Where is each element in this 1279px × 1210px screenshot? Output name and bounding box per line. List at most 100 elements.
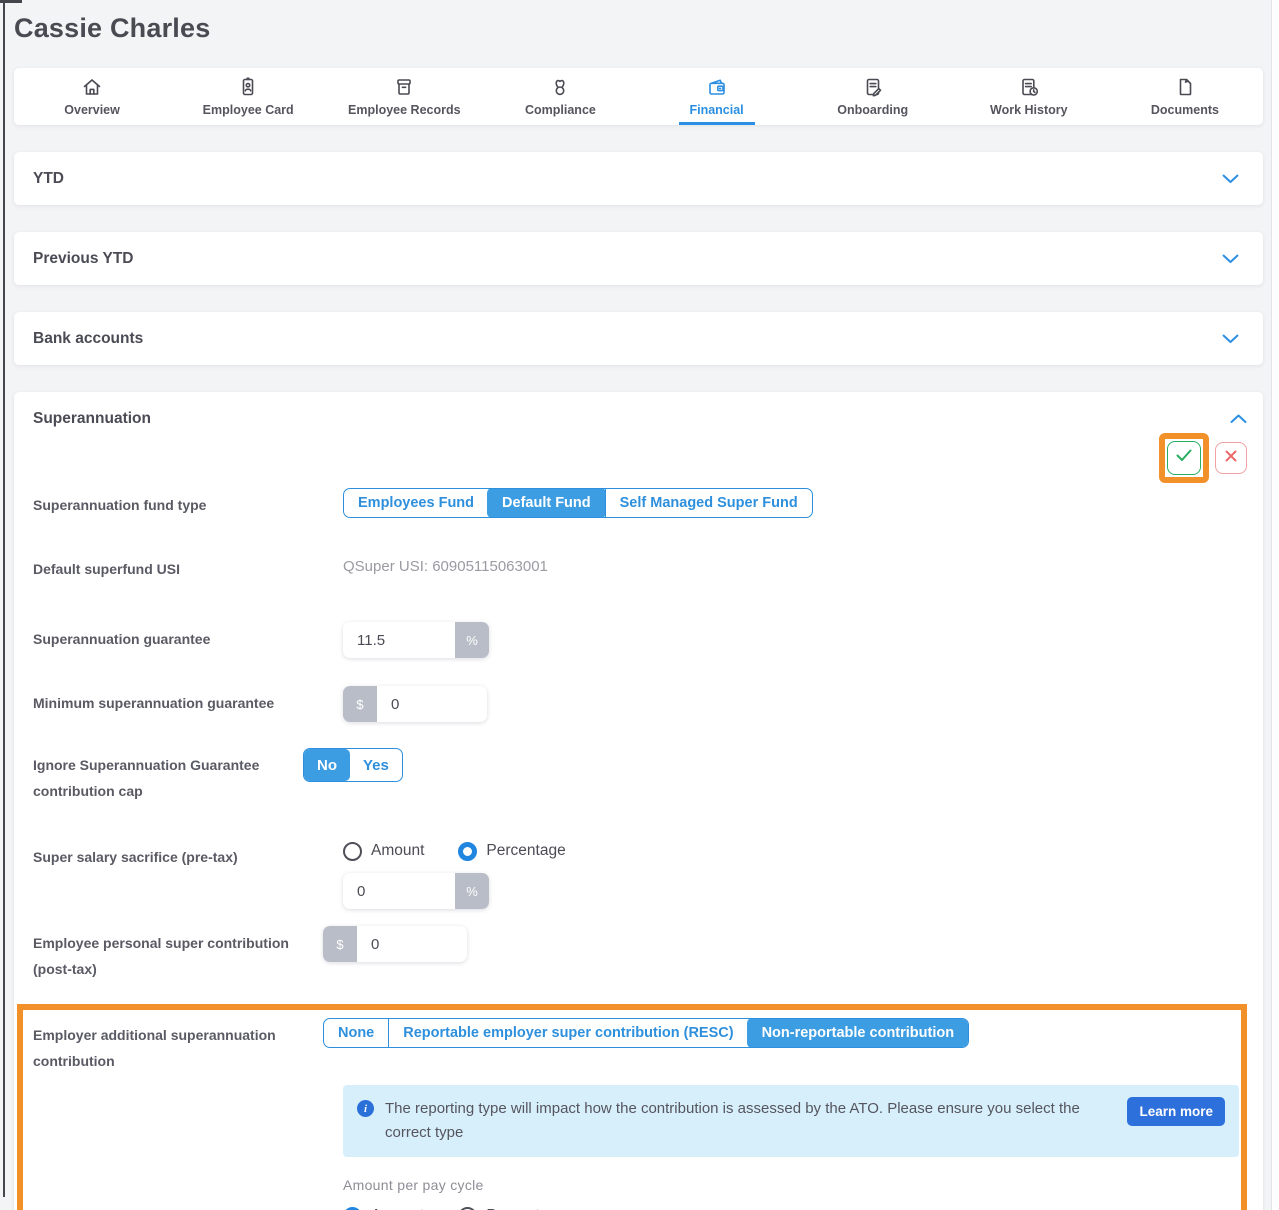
chevron-up-icon — [1230, 414, 1247, 424]
screenshot-edge-line — [3, 0, 5, 1197]
home-icon — [81, 76, 103, 98]
section-title: Superannuation — [33, 410, 151, 427]
option-none[interactable]: None — [338, 1025, 375, 1041]
id-card-icon — [237, 76, 259, 98]
radio-amount[interactable]: Amount — [343, 841, 425, 861]
info-icon: i — [357, 1100, 374, 1117]
tab-bar: Overview Employee Card Employee Records — [14, 68, 1263, 125]
check-icon — [1176, 449, 1192, 467]
section-ytd[interactable]: YTD — [14, 152, 1263, 205]
option-resc[interactable]: Reportable employer super contribution (… — [388, 1019, 747, 1047]
x-icon — [1225, 449, 1237, 467]
amount-per-pay-cycle-label: Amount per pay cycle — [343, 1177, 484, 1193]
info-banner: i The reporting type will impact how the… — [343, 1085, 1239, 1157]
field-super-guarantee: Superannuation guarantee % — [33, 622, 1247, 658]
tab-label: Employee Card — [202, 103, 294, 117]
min-guarantee-input[interactable] — [377, 686, 487, 722]
field-label: Employee personal super contribution (po… — [33, 935, 289, 977]
field-personal-contribution: Employee personal super contribution (po… — [33, 926, 1247, 982]
radio-circle-icon — [458, 1206, 478, 1210]
wallet-icon — [706, 76, 728, 98]
radio-label: Percentage — [486, 842, 566, 859]
tab-financial[interactable]: Financial — [639, 68, 795, 125]
annotation-highlight-box: Employer additional superannuation contr… — [17, 1004, 1247, 1210]
active-tab-underline — [678, 122, 755, 125]
field-fund-type: Superannuation fund type Employees Fund … — [33, 488, 1247, 518]
radio-percentage[interactable]: Percentage — [458, 841, 566, 861]
field-label: Superannuation guarantee — [33, 631, 211, 647]
section-superannuation: Superannuation Superannuation fund — [14, 392, 1263, 1210]
archive-box-icon — [393, 76, 415, 98]
superfund-usi-value: QSuper USI: 60905115063001 — [343, 558, 548, 575]
tab-documents[interactable]: Documents — [1107, 68, 1263, 125]
field-label: Ignore Superannuation Guarantee contribu… — [33, 757, 260, 799]
scrollbar-track[interactable] — [1271, 0, 1279, 1210]
field-label: Super salary sacrifice (pre-tax) — [33, 849, 238, 865]
superannuation-header[interactable]: Superannuation — [33, 407, 1247, 431]
percent-suffix: % — [455, 622, 489, 658]
tab-employee-card[interactable]: Employee Card — [170, 68, 326, 125]
radio-label: Amount — [371, 842, 425, 859]
learn-more-button[interactable]: Learn more — [1127, 1097, 1225, 1126]
toggle-no[interactable]: No — [304, 749, 350, 781]
radio-percentage[interactable]: Percentage — [458, 1206, 566, 1210]
field-employer-additional: Employer additional superannuation contr… — [33, 1018, 1239, 1074]
salary-sacrifice-input[interactable] — [343, 873, 455, 909]
page-title: Cassie Charles — [14, 13, 211, 43]
section-title: Bank accounts — [33, 329, 144, 347]
option-default-fund[interactable]: Default Fund — [487, 489, 606, 517]
guarantee-input[interactable] — [343, 622, 455, 658]
option-self-managed-super-fund[interactable]: Self Managed Super Fund — [604, 489, 812, 517]
min-guarantee-input-group: $ — [343, 686, 487, 722]
cancel-button[interactable] — [1215, 442, 1247, 474]
radio-label: Amount — [371, 1207, 424, 1210]
percent-suffix: % — [455, 873, 489, 909]
section-previous-ytd[interactable]: Previous YTD — [14, 232, 1263, 285]
document-edit-icon — [862, 76, 884, 98]
chevron-down-icon — [1222, 174, 1239, 184]
tab-label: Onboarding — [837, 103, 909, 117]
tab-label: Documents — [1150, 103, 1219, 117]
file-icon — [1174, 76, 1196, 98]
option-non-reportable[interactable]: Non-reportable contribution — [746, 1019, 969, 1047]
dollar-prefix: $ — [343, 686, 377, 722]
field-min-guarantee: Minimum superannuation guarantee $ — [33, 686, 1247, 722]
guarantee-input-group: % — [343, 622, 489, 658]
tab-employee-records[interactable]: Employee Records — [326, 68, 482, 125]
medal-icon — [549, 76, 571, 98]
chevron-down-icon — [1222, 334, 1239, 344]
section-title: YTD — [33, 169, 64, 187]
field-ignore-cap: Ignore Superannuation Guarantee contribu… — [33, 748, 1247, 804]
field-label: Default superfund USI — [33, 561, 181, 577]
toggle-yes[interactable]: Yes — [363, 756, 389, 774]
tab-label: Overview — [64, 103, 120, 117]
field-label: Superannuation fund type — [33, 497, 207, 513]
radio-circle-icon — [343, 1206, 362, 1210]
tab-label: Compliance — [525, 103, 596, 117]
section-bank-accounts[interactable]: Bank accounts — [14, 312, 1263, 365]
chevron-down-icon — [1222, 254, 1239, 264]
dollar-prefix: $ — [323, 926, 357, 962]
confirm-button[interactable] — [1167, 441, 1201, 475]
personal-contribution-input-group: $ — [323, 926, 467, 962]
tab-label: Financial — [689, 103, 744, 117]
tab-overview[interactable]: Overview — [14, 68, 170, 125]
tab-compliance[interactable]: Compliance — [482, 68, 638, 125]
info-banner-text: The reporting type will impact how the c… — [385, 1100, 1080, 1141]
document-clock-icon — [1018, 76, 1040, 98]
section-title: Previous YTD — [33, 249, 134, 267]
option-employees-fund[interactable]: Employees Fund — [358, 495, 475, 511]
employer-contribution-segmented-control: None Reportable employer super contribut… — [323, 1018, 970, 1048]
field-label: Minimum superannuation guarantee — [33, 695, 275, 711]
field-salary-sacrifice: Super salary sacrifice (pre-tax) Amount … — [33, 840, 1247, 909]
screenshot-edge-line — [0, 0, 22, 3]
ignore-cap-toggle: No Yes — [303, 748, 403, 782]
tab-label: Work History — [990, 103, 1068, 117]
tab-work-history[interactable]: Work History — [951, 68, 1107, 125]
personal-contribution-input[interactable] — [357, 926, 467, 962]
tab-onboarding[interactable]: Onboarding — [795, 68, 951, 125]
annotation-highlight-ring — [1159, 433, 1209, 483]
field-superfund-usi: Default superfund USI QSuper USI: 609051… — [33, 552, 1247, 582]
radio-circle-icon — [343, 841, 362, 861]
radio-amount[interactable]: Amount — [343, 1206, 424, 1210]
